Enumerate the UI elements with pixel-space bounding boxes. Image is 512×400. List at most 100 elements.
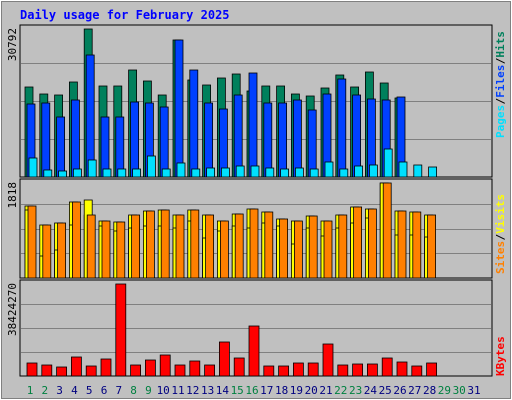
files-bar-16 [248, 72, 258, 178]
files-bar-17 [263, 102, 273, 178]
day-label-4: 4 [71, 384, 78, 397]
kbytes-bar-15 [233, 357, 245, 377]
files-bar-14 [218, 108, 228, 178]
day-label-26: 26 [393, 384, 406, 397]
kbytes-bar-9 [144, 359, 156, 377]
kbytes-bar-22 [337, 364, 349, 377]
files-bar-13 [204, 102, 214, 178]
files-bar-18 [278, 102, 288, 178]
kbytes-bar-10 [159, 354, 171, 377]
kbytes-bar-25 [381, 357, 393, 377]
sites-bar-28 [427, 214, 437, 279]
kbytes-bar-21 [322, 343, 334, 377]
day-label-18: 18 [275, 384, 288, 397]
day-label-22: 22 [334, 384, 347, 397]
sites-bar-23 [353, 206, 363, 279]
pages-bar-12 [191, 168, 201, 178]
pages-bar-5 [87, 159, 97, 178]
kbytes-bar-19 [292, 362, 304, 377]
pages-bar-16 [250, 165, 260, 178]
day-label-31: 31 [467, 384, 480, 397]
pages-bar-13 [206, 167, 216, 178]
sites-bar-10 [160, 209, 170, 279]
pages-bar-14 [220, 167, 230, 178]
kbytes-bar-12 [189, 360, 201, 377]
files-bar-20 [307, 109, 317, 178]
pages-bar-2 [43, 169, 53, 178]
day-label-11: 11 [171, 384, 184, 397]
kbytes-bar-3 [56, 366, 67, 377]
day-label-21: 21 [319, 384, 332, 397]
files-bar-8 [130, 101, 140, 178]
files-bar-10 [159, 106, 169, 178]
legend-sites-group-1: / [494, 234, 507, 241]
legend-hits-group-3: / [494, 57, 507, 64]
kbytes-bar-28 [426, 362, 438, 377]
day-label-2: 2 [41, 384, 48, 397]
day-label-8: 8 [130, 384, 137, 397]
sites-bar-25 [382, 182, 392, 279]
hits-ymax-label: 30792 [6, 28, 19, 61]
sites-bar-24 [367, 208, 377, 279]
sites-bar-13 [205, 214, 215, 279]
day-label-20: 20 [305, 384, 318, 397]
sites-bar-19 [293, 220, 303, 279]
sites-bar-17 [264, 211, 274, 279]
kbytes-bar-1 [26, 362, 38, 377]
sites-bar-15 [234, 213, 244, 279]
files-bar-2 [41, 102, 51, 178]
pages-bar-18 [280, 168, 290, 178]
files-bar-19 [292, 99, 302, 178]
pages-bar-11 [176, 162, 186, 178]
kbytes-bar-27 [411, 365, 423, 377]
legend-sites-group-2: Visits [494, 194, 507, 234]
kbytes-bar-24 [366, 363, 378, 377]
files-bar-11 [174, 39, 184, 178]
sites-bar-18 [279, 218, 289, 279]
sites-bar-5 [86, 214, 96, 279]
kbytes-bar-5 [85, 365, 97, 377]
day-label-16: 16 [245, 384, 258, 397]
legend-sites-group-0: Sites [494, 241, 507, 274]
pages-bar-1 [28, 157, 38, 178]
pages-bar-4 [73, 168, 82, 178]
legend-hits-group-4: Hits [494, 31, 507, 58]
kbytes-bar-16 [248, 325, 260, 377]
day-label-1: 1 [27, 384, 34, 397]
sites-bar-22 [338, 214, 348, 279]
legend-hits-group-1: / [494, 98, 507, 105]
sites-bar-4 [72, 201, 81, 279]
sites-bar-20 [308, 215, 318, 279]
kbytes-bar-13 [204, 364, 216, 377]
legend-hits-group-0: Pages [494, 105, 507, 138]
files-bar-3 [56, 116, 65, 178]
files-bar-5 [85, 54, 95, 178]
day-label-13: 13 [201, 384, 214, 397]
pages-bar-28 [428, 166, 438, 178]
pages-bar-17 [265, 167, 275, 178]
pages-bar-10 [161, 168, 171, 178]
day-label-14: 14 [216, 384, 230, 397]
pages-bar-6 [102, 168, 112, 178]
pages-bar-19 [294, 167, 304, 178]
sites-bar-21 [323, 220, 333, 279]
sites-bar-26 [397, 210, 407, 279]
files-bar-12 [189, 69, 199, 178]
day-label-5: 5 [86, 384, 93, 397]
day-label-12: 12 [186, 384, 199, 397]
day-label-10: 10 [157, 384, 170, 397]
pages-bar-27 [413, 164, 423, 178]
day-label-29: 29 [438, 384, 451, 397]
kbytes-bar-7 [115, 283, 127, 377]
files-bar-7 [115, 116, 125, 178]
sites-bar-1 [27, 205, 37, 279]
pages-bar-26 [398, 161, 408, 178]
day-label-28: 28 [423, 384, 436, 397]
legend-hits-group-2: Files [494, 65, 507, 98]
chart-title: Daily usage for February 2025 [20, 8, 230, 22]
kbytes-bar-23 [352, 363, 364, 377]
day-label-6: 6 [101, 384, 108, 397]
